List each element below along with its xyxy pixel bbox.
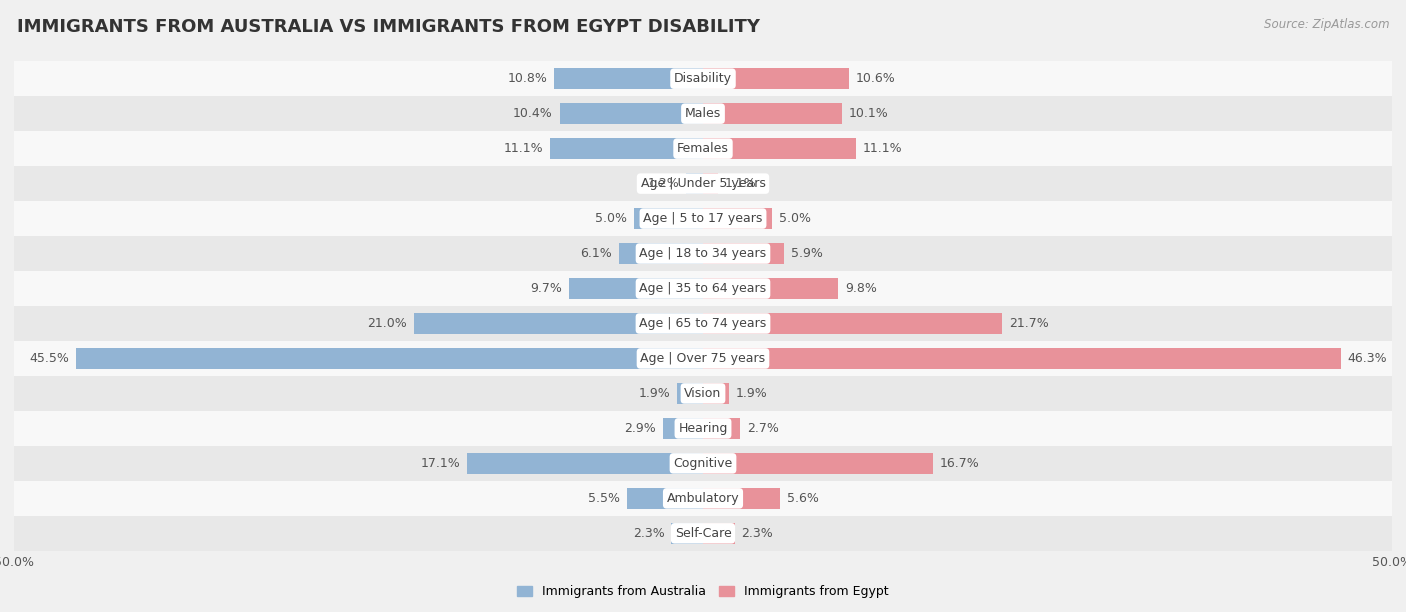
Bar [554, 68, 703, 89]
Text: 46.3%: 46.3% [1348, 352, 1388, 365]
Text: 21.0%: 21.0% [367, 317, 406, 330]
Bar [14, 446, 1392, 481]
Text: 11.1%: 11.1% [503, 142, 543, 155]
Text: Age | 35 to 64 years: Age | 35 to 64 years [640, 282, 766, 295]
Text: 5.5%: 5.5% [588, 492, 620, 505]
Text: 2.3%: 2.3% [633, 527, 665, 540]
Text: Self-Care: Self-Care [675, 527, 731, 540]
Bar [703, 348, 1341, 369]
Text: 1.9%: 1.9% [638, 387, 669, 400]
Text: 2.3%: 2.3% [741, 527, 773, 540]
Text: 10.8%: 10.8% [508, 72, 547, 85]
Bar [14, 411, 1392, 446]
Bar [703, 523, 735, 544]
Bar [14, 516, 1392, 551]
Bar [664, 418, 703, 439]
Bar [14, 96, 1392, 131]
Text: Ambulatory: Ambulatory [666, 492, 740, 505]
Text: Age | 5 to 17 years: Age | 5 to 17 years [644, 212, 762, 225]
Text: 1.9%: 1.9% [737, 387, 768, 400]
Bar [703, 103, 842, 124]
Bar [703, 488, 780, 509]
Text: Cognitive: Cognitive [673, 457, 733, 470]
Bar [686, 173, 703, 194]
Text: 11.1%: 11.1% [863, 142, 903, 155]
Text: 17.1%: 17.1% [420, 457, 461, 470]
Text: 1.1%: 1.1% [725, 177, 756, 190]
Bar [703, 278, 838, 299]
Bar [550, 138, 703, 159]
Bar [619, 243, 703, 264]
Text: Age | Under 5 years: Age | Under 5 years [641, 177, 765, 190]
Bar [703, 313, 1002, 334]
Text: 5.9%: 5.9% [792, 247, 823, 260]
Text: 21.7%: 21.7% [1010, 317, 1049, 330]
Bar [76, 348, 703, 369]
Text: 10.1%: 10.1% [849, 107, 889, 120]
Bar [14, 236, 1392, 271]
Bar [676, 383, 703, 404]
Text: Age | 65 to 74 years: Age | 65 to 74 years [640, 317, 766, 330]
Text: 9.8%: 9.8% [845, 282, 877, 295]
Bar [413, 313, 703, 334]
Bar [703, 243, 785, 264]
Bar [569, 278, 703, 299]
Text: 16.7%: 16.7% [941, 457, 980, 470]
Bar [14, 341, 1392, 376]
Text: 2.9%: 2.9% [624, 422, 657, 435]
Bar [14, 376, 1392, 411]
Bar [703, 173, 718, 194]
Bar [634, 208, 703, 229]
Bar [560, 103, 703, 124]
Bar [14, 306, 1392, 341]
Bar [703, 138, 856, 159]
Text: 5.0%: 5.0% [595, 212, 627, 225]
Legend: Immigrants from Australia, Immigrants from Egypt: Immigrants from Australia, Immigrants fr… [512, 580, 894, 603]
Text: Hearing: Hearing [678, 422, 728, 435]
Text: 10.6%: 10.6% [856, 72, 896, 85]
Text: Age | 18 to 34 years: Age | 18 to 34 years [640, 247, 766, 260]
Text: Males: Males [685, 107, 721, 120]
Bar [703, 418, 740, 439]
Text: 9.7%: 9.7% [530, 282, 562, 295]
Bar [14, 201, 1392, 236]
Text: IMMIGRANTS FROM AUSTRALIA VS IMMIGRANTS FROM EGYPT DISABILITY: IMMIGRANTS FROM AUSTRALIA VS IMMIGRANTS … [17, 18, 759, 36]
Bar [14, 61, 1392, 96]
Bar [14, 166, 1392, 201]
Text: Age | Over 75 years: Age | Over 75 years [641, 352, 765, 365]
Bar [703, 68, 849, 89]
Bar [14, 271, 1392, 306]
Bar [627, 488, 703, 509]
Text: Source: ZipAtlas.com: Source: ZipAtlas.com [1264, 18, 1389, 31]
Bar [671, 523, 703, 544]
Text: Females: Females [678, 142, 728, 155]
Bar [467, 453, 703, 474]
Text: 2.7%: 2.7% [747, 422, 779, 435]
Bar [703, 208, 772, 229]
Text: Vision: Vision [685, 387, 721, 400]
Text: 1.2%: 1.2% [648, 177, 679, 190]
Bar [703, 383, 730, 404]
Bar [14, 481, 1392, 516]
Text: Disability: Disability [673, 72, 733, 85]
Text: 6.1%: 6.1% [581, 247, 612, 260]
Bar [703, 453, 934, 474]
Text: 5.6%: 5.6% [787, 492, 818, 505]
Text: 10.4%: 10.4% [513, 107, 553, 120]
Text: 45.5%: 45.5% [30, 352, 69, 365]
Bar [14, 131, 1392, 166]
Text: 5.0%: 5.0% [779, 212, 811, 225]
